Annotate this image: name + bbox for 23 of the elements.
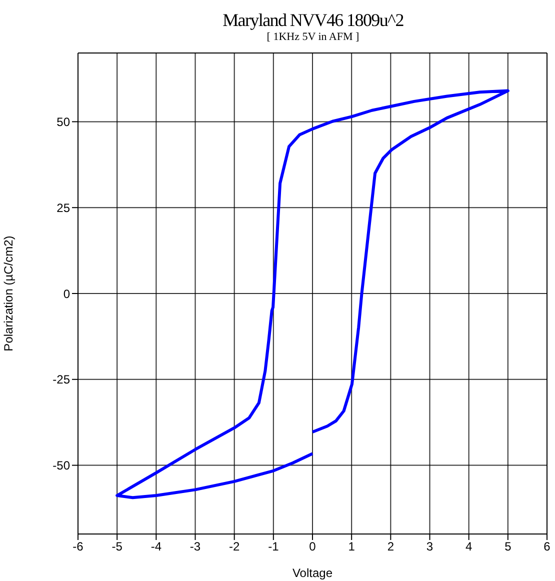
x-tick-label: 6: [544, 540, 551, 554]
x-tick-label: 5: [504, 540, 512, 554]
chart-subtitle: [ 1KHz 5V in AFM ]: [266, 31, 360, 43]
x-tick-label: 0: [309, 540, 316, 554]
x-tick-label: 3: [426, 540, 434, 554]
x-tick-label: -4: [150, 540, 162, 554]
x-tick-label: -1: [268, 540, 280, 554]
y-tick-label: -25: [52, 372, 70, 387]
x-tick-label: -5: [112, 540, 123, 554]
x-tick-label: 4: [465, 540, 472, 554]
chart-title: Maryland NVV46 1809u^2: [222, 10, 404, 31]
x-axis-title: Voltage: [292, 566, 333, 580]
y-tick-label: 25: [56, 200, 70, 215]
y-tick-label: -50: [52, 458, 70, 473]
line-series: [116, 89, 510, 500]
x-tick-label: -6: [72, 540, 84, 554]
x-tick-label: 1: [348, 540, 356, 554]
y-tick-label: 50: [56, 114, 70, 129]
y-tick-label: 0: [63, 286, 70, 301]
y-axis-title: Polarization (µC/cm2): [1, 236, 16, 352]
x-tick-label: -3: [190, 540, 201, 554]
x-tick-label: -2: [228, 540, 240, 554]
x-tick-label: 2: [387, 540, 394, 554]
